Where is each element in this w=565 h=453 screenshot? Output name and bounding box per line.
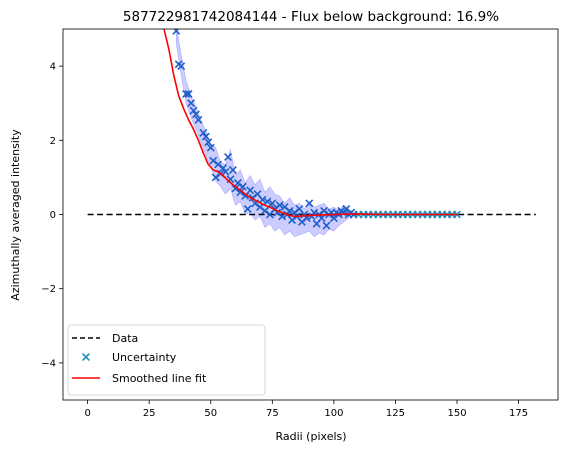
uncertainty-point [285, 206, 294, 215]
chart-title: 587722981742084144 - Flux below backgrou… [123, 9, 499, 25]
y-tick-label: 0 [50, 210, 56, 221]
uncertainty-point [236, 188, 245, 197]
legend-label-uncertainty: Uncertainty [112, 351, 177, 364]
uncertainty-point [199, 128, 208, 137]
uncertainty-point [246, 186, 255, 195]
x-tick-label: 50 [204, 408, 217, 419]
uncertainty-point [290, 208, 299, 217]
uncertainty-point [233, 178, 242, 187]
x-tick-label: 175 [509, 408, 528, 419]
uncertainty-point [317, 214, 326, 223]
legend-swatch-uncertainty [82, 353, 90, 361]
x-tick-label: 25 [143, 408, 156, 419]
uncertainty-point [275, 201, 284, 210]
x-axis-label: Radii (pixels) [275, 430, 346, 443]
uncertainty-point [192, 110, 200, 119]
uncertainty-point [187, 99, 196, 108]
uncertainty-point [320, 206, 329, 215]
uncertainty-point [453, 210, 461, 219]
uncertainty-point [322, 221, 331, 230]
uncertainty-point [214, 160, 223, 169]
uncertainty-point [260, 206, 269, 215]
legend-label-fit: Smoothed line fit [112, 372, 207, 385]
y-tick-label: −4 [41, 358, 56, 369]
uncertainty-point [305, 199, 314, 208]
uncertainty-point [182, 89, 191, 98]
uncertainty-point [263, 197, 272, 206]
uncertainty-point [228, 166, 237, 174]
uncertainty-point [268, 199, 277, 208]
uncertainty-point [211, 173, 220, 182]
uncertainty-point [280, 203, 289, 212]
uncertainty-point [219, 164, 228, 173]
uncertainty-point [342, 204, 351, 213]
plot-layer [87, 29, 536, 238]
uncertainty-point [201, 132, 210, 141]
uncertainty-point [329, 214, 338, 223]
uncertainty-band [176, 29, 349, 238]
y-tick-label: 4 [50, 62, 56, 73]
uncertainty-point [189, 106, 198, 115]
y-tick-label: −2 [41, 284, 56, 295]
uncertainty-point [224, 153, 232, 161]
y-axis-label: Azimuthally averaged intensity [9, 129, 22, 301]
legend-box [67, 324, 266, 396]
uncertainty-point [231, 184, 240, 193]
uncertainty-point [243, 204, 252, 213]
legend-label-data: Data [112, 332, 138, 345]
x-tick-label: 75 [266, 408, 279, 419]
uncertainty-point [184, 89, 193, 98]
x-tick-label: 125 [386, 408, 405, 419]
uncertainty-point [177, 62, 186, 71]
uncertainty-point [204, 138, 213, 147]
uncertainty-point [288, 216, 296, 225]
y-tick-label: 2 [50, 136, 56, 147]
legend-x-marker [82, 353, 90, 361]
uncertainty-point [297, 217, 306, 226]
x-tick-label: 0 [84, 408, 90, 419]
uncertainty-point [194, 115, 203, 124]
legend: Data Uncertainty Smoothed line fit [67, 324, 266, 396]
uncertainty-point [238, 182, 247, 191]
x-axis: 0 25 50 75 100 125 150 175 [84, 400, 528, 419]
smoothed-fit-line [163, 29, 457, 218]
uncertainty-point [209, 156, 218, 165]
uncertainty-point [206, 143, 215, 152]
uncertainty-point [307, 212, 316, 221]
uncertainty-point [258, 195, 267, 204]
y-axis: −4 −2 0 2 4 [41, 62, 63, 369]
uncertainty-point [172, 29, 181, 35]
x-tick-label: 150 [447, 408, 466, 419]
uncertainty-point [221, 167, 230, 176]
x-tick-label: 100 [324, 408, 343, 419]
